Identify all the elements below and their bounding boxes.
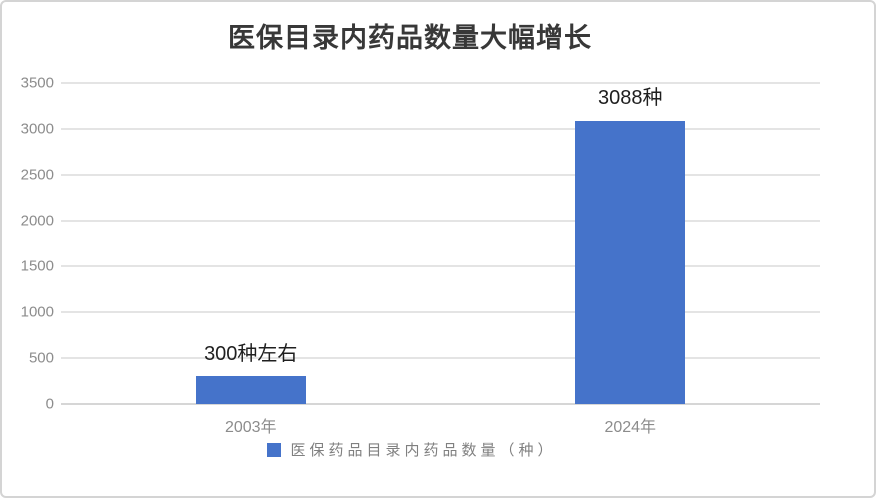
gridline-1500 xyxy=(61,265,820,268)
y-tick-label-2500: 2500 xyxy=(20,166,54,184)
x-tick-label-2003年: 2003年 xyxy=(224,419,277,436)
data-label-2024年: 3088种 xyxy=(598,86,663,109)
y-tick-label-0: 0 xyxy=(45,395,54,413)
bar-2003年 xyxy=(195,376,306,404)
legend: 医保药品目录内药品数量（种） xyxy=(2,439,874,460)
plot-area: 0 500 1000 1500 2000 2500 3000 3500 300种左右 2003年 3… xyxy=(21,75,820,436)
y-tick-label-1000: 1000 xyxy=(20,303,54,321)
chart-title: 医保目录内药品数量大幅增长 xyxy=(228,23,592,53)
y-tick-label-3500: 3500 xyxy=(20,74,54,92)
legend-swatch-icon xyxy=(267,442,282,457)
y-tick-label-1500: 1500 xyxy=(20,257,54,275)
y-tick-label-2000: 2000 xyxy=(20,212,54,230)
gridline-3500 xyxy=(61,82,820,84)
gridline-1000 xyxy=(61,311,820,314)
x-tick-label-2024年: 2024年 xyxy=(604,419,657,436)
bar-2024年 xyxy=(575,120,686,404)
gridline-2000 xyxy=(61,219,820,222)
x-axis-line xyxy=(61,403,820,405)
gridline-500 xyxy=(61,357,820,360)
y-tick-label-500: 500 xyxy=(28,349,54,367)
gridline-2500 xyxy=(61,173,820,176)
y-tick-label-3000: 3000 xyxy=(20,120,54,138)
data-label-2003年: 300种左右 xyxy=(204,342,298,365)
legend-series-label: 医保药品目录内药品数量（种） xyxy=(290,443,557,459)
gridline-3000 xyxy=(61,127,820,130)
